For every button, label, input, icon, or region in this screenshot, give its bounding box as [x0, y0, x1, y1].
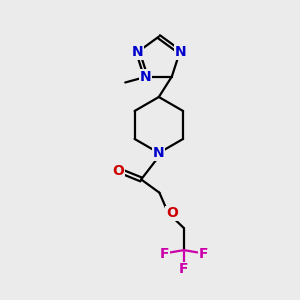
Text: N: N	[140, 70, 151, 84]
Text: N: N	[131, 45, 143, 59]
Text: F: F	[198, 247, 208, 261]
Text: F: F	[160, 247, 169, 261]
Text: N: N	[175, 45, 186, 59]
Text: O: O	[112, 164, 124, 178]
Text: N: N	[153, 146, 165, 160]
Text: F: F	[179, 262, 189, 276]
Text: O: O	[166, 206, 178, 220]
